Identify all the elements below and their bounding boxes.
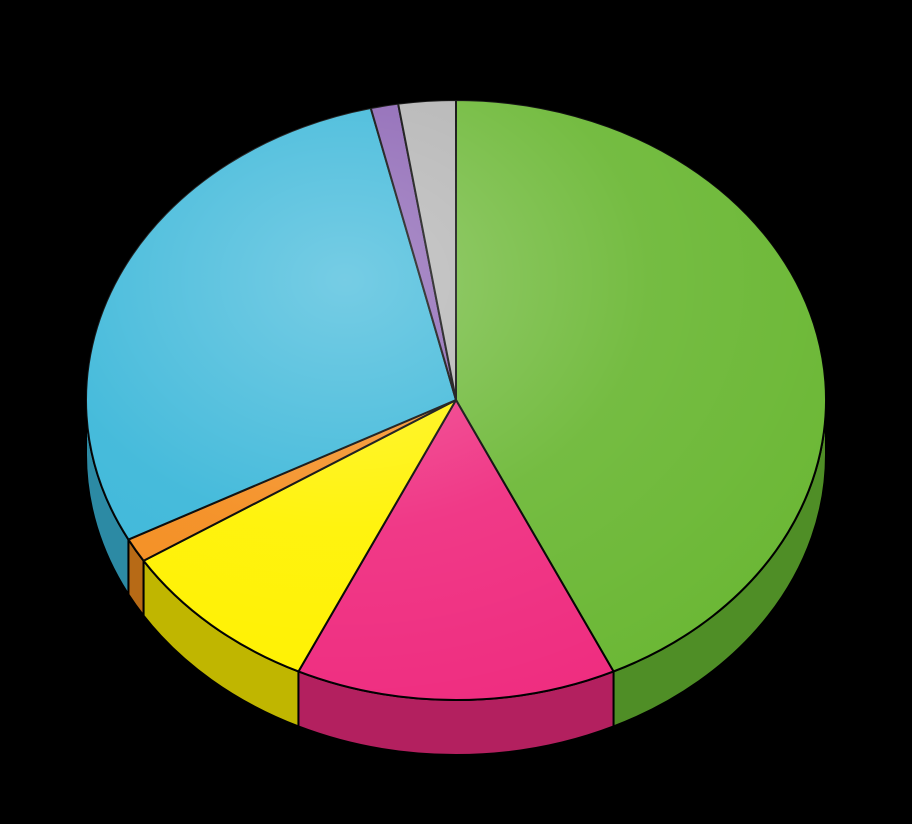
pie-chart	[0, 0, 912, 824]
pie-chart-svg	[0, 0, 912, 824]
